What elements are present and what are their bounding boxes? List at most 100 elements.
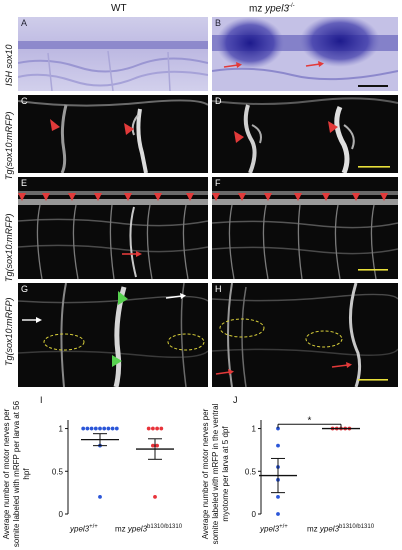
red-arrowhead-icon — [154, 193, 162, 201]
chart-j: 0 0.5 1 * — [245, 415, 360, 519]
chart-i-ytick-label: 1 — [59, 425, 64, 434]
panel-h-image — [212, 283, 398, 387]
panel-c: C — [18, 95, 208, 173]
panel-e: E — [18, 177, 208, 279]
chart-j-significance-label: * — [308, 415, 312, 426]
chart-i-point — [85, 426, 90, 431]
column-header-mutant: mz ypel3-/- — [249, 3, 295, 14]
panel-label-j: J — [233, 395, 238, 405]
chart-j-point — [276, 426, 280, 431]
chart-i-ylabel: Average number of motor nerves per somit… — [2, 400, 31, 548]
panel-label-e: E — [21, 178, 28, 188]
red-arrowhead-icon — [18, 193, 26, 201]
row-label-ish: ISH sox10 — [4, 44, 14, 86]
chart-i-point — [81, 426, 86, 431]
red-arrow-icon — [305, 61, 324, 67]
chart-i-xcat-mut: mz ypel3b1310/b1310 — [115, 524, 182, 534]
panel-label-i: I — [40, 395, 43, 405]
row-label-tg-1: Tg(sox10:mRFP) — [4, 111, 14, 180]
red-arrowhead-icon — [238, 193, 246, 201]
chart-j-ytick-label: 0.5 — [245, 467, 257, 476]
panel-c-image — [18, 95, 208, 173]
panel-label-c: C — [21, 96, 28, 106]
red-arrowhead-icon — [50, 119, 60, 131]
chart-j-ylabel: Average number of motor nerves per somit… — [201, 403, 230, 545]
chart-i-xcat-mut-gene: ypel3 — [127, 524, 148, 534]
red-arrowhead-icon — [380, 193, 388, 201]
yellow-scale-bar-icon — [358, 166, 390, 168]
green-arrowhead-icon — [112, 355, 122, 367]
red-arrowhead-icon — [124, 123, 134, 135]
chart-i-point — [102, 426, 107, 431]
chart-i-ytick-label: 0.5 — [52, 467, 64, 476]
chart-j-ytick-label: 1 — [252, 425, 257, 434]
chart-i-point — [153, 495, 157, 499]
red-arrowhead-icon — [294, 193, 302, 201]
row-label-tg-3: Tg(sox10:mRFP) — [4, 297, 14, 366]
yellow-scale-bar-icon — [358, 379, 388, 381]
panel-e-image — [18, 177, 208, 279]
chart-i-point — [146, 426, 151, 431]
mutant-prefix: mz — [249, 3, 266, 15]
red-arrowhead-icon — [68, 193, 76, 201]
chart-i-point — [159, 426, 164, 431]
chart-i-point — [98, 426, 102, 431]
panel-label-f: F — [215, 178, 221, 188]
red-arrowhead-icon — [234, 131, 244, 143]
chart-j-point — [276, 512, 280, 516]
chart-j-xcat-mut-sup: b1310/b1310 — [339, 524, 375, 530]
chart-i-xcat-wt-sup: +/+ — [89, 524, 98, 530]
red-arrowhead-icon — [212, 193, 220, 201]
red-arrowhead-icon — [42, 193, 50, 201]
white-arrow-icon — [22, 317, 42, 323]
mutant-gene: ypel3 — [265, 3, 290, 15]
chart-i-point — [89, 426, 94, 431]
chart-i-xcat-wt-gene: ypel3 — [70, 524, 90, 534]
chart-i-point — [110, 426, 115, 431]
red-arrowhead-icon — [352, 193, 360, 201]
chart-j-xcat-mut: mz ypel3b1310/b1310 — [307, 524, 374, 534]
chart-i-point — [155, 443, 159, 448]
panel-label-b: B — [215, 18, 222, 28]
panel-a-image — [18, 17, 208, 91]
chart-i: 00.51 — [52, 420, 174, 519]
chart-i-xcat-mut-prefix: mz — [115, 524, 128, 534]
green-arrowhead-icon — [118, 291, 128, 305]
panel-g: G — [18, 283, 208, 387]
chart-i-point — [93, 426, 98, 431]
red-arrowhead-icon — [264, 193, 272, 201]
panel-b-image — [212, 17, 398, 91]
red-arrowhead-icon — [124, 193, 132, 201]
red-arrow-icon — [331, 362, 352, 368]
panel-d-image — [212, 95, 398, 173]
chart-j-point — [276, 443, 280, 448]
panel-g-image — [18, 283, 208, 387]
panel-a: A — [18, 17, 208, 91]
panel-h: H — [212, 283, 398, 387]
row-label-tg-2: Tg(sox10:mRFP) — [4, 213, 14, 282]
black-scale-bar-icon — [358, 85, 388, 87]
red-arrow-icon — [223, 62, 242, 68]
panel-label-g: G — [21, 284, 29, 294]
red-arrowhead-icon — [322, 193, 330, 201]
panel-b: B — [212, 17, 398, 91]
chart-i-xcat-mut-sup: b1310/b1310 — [147, 524, 183, 530]
panel-f-image — [212, 177, 398, 279]
chart-j-xcat-wt-gene: ypel3 — [260, 524, 280, 534]
chart-j-significance-bracket — [277, 423, 342, 429]
chart-j-ytick-label: 0 — [252, 510, 257, 519]
red-arrowhead-icon — [186, 193, 194, 201]
chart-j-xcat-wt: ypel3+/+ — [260, 524, 288, 534]
column-header-wt: WT — [111, 3, 127, 14]
red-arrow-icon — [215, 369, 234, 375]
mutant-genotype: -/- — [289, 3, 295, 9]
red-arrowhead-icon — [94, 193, 102, 201]
white-arrow-icon — [165, 293, 186, 299]
chart-i-point — [98, 495, 102, 499]
chart-j-xcat-wt-sup: +/+ — [279, 524, 288, 530]
red-arrowhead-icon — [328, 121, 338, 133]
chart-i-point — [151, 443, 155, 448]
chart-j-xcat-mut-prefix: mz — [307, 524, 320, 534]
panel-label-h: H — [215, 284, 222, 294]
panel-f: F — [212, 177, 398, 279]
